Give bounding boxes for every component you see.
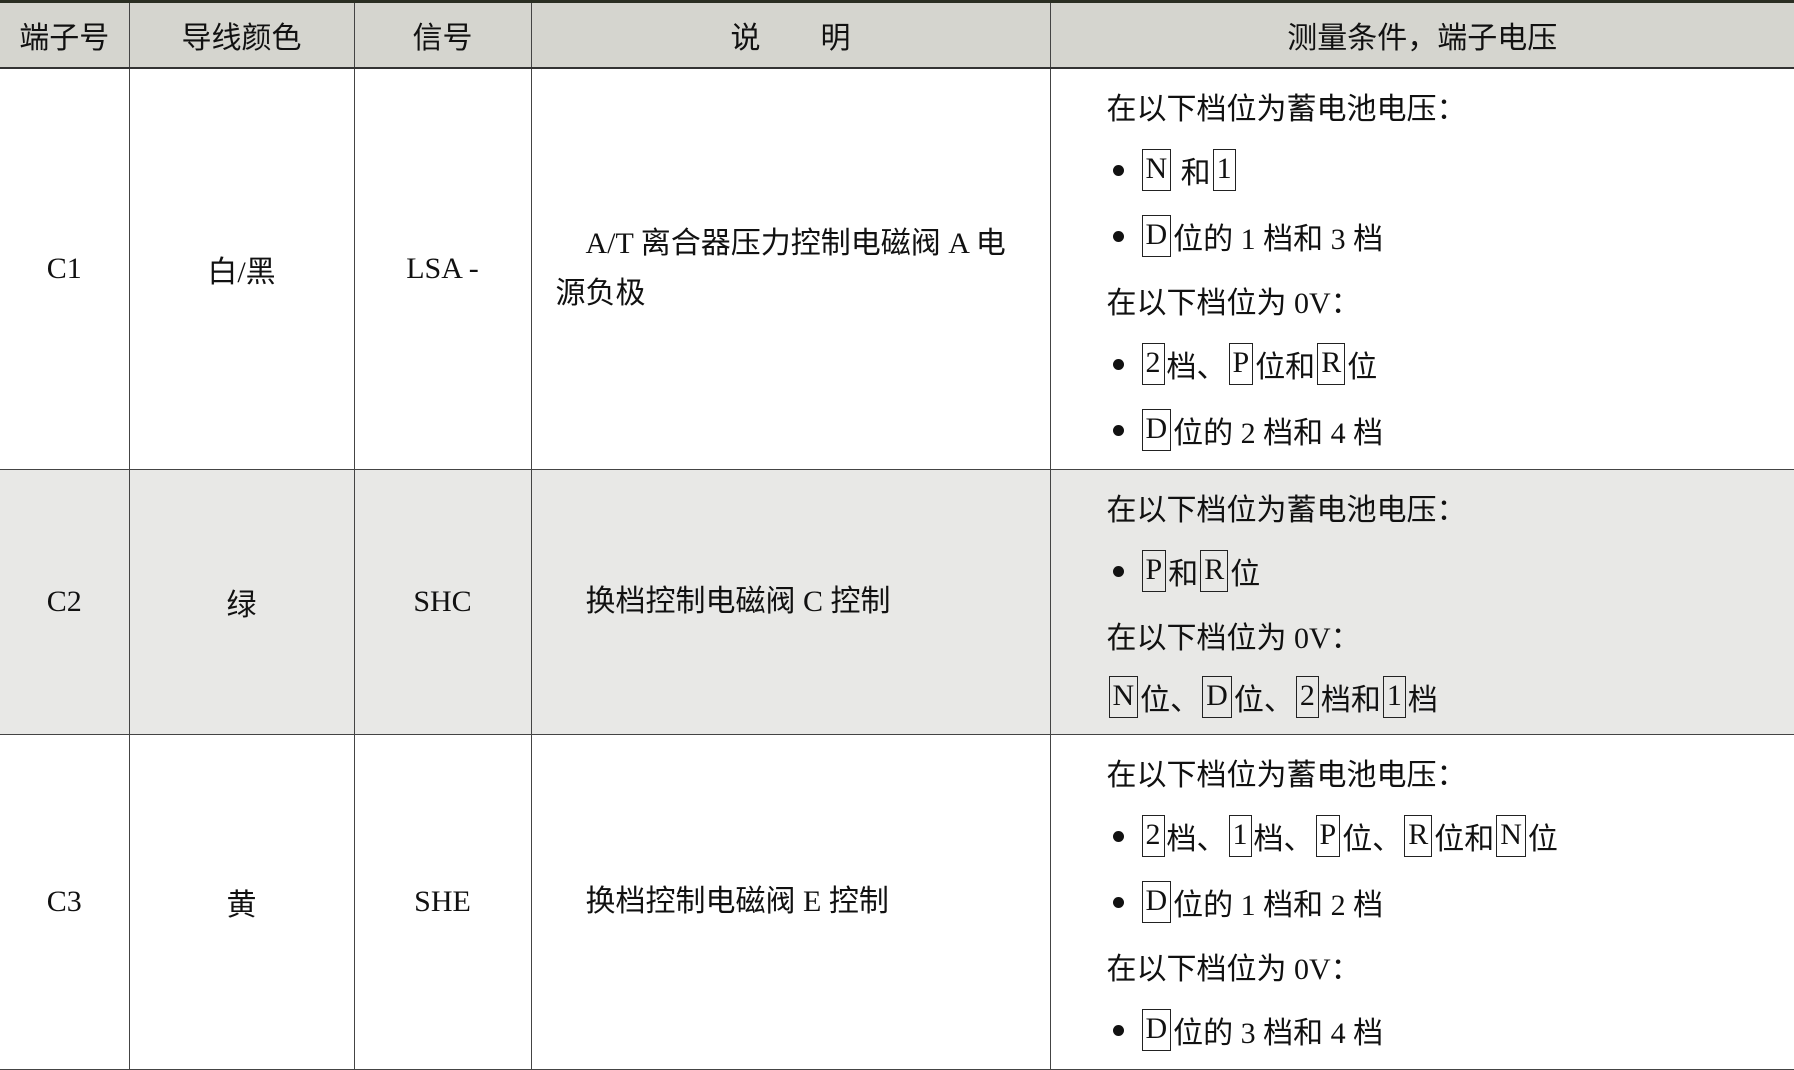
header-signal: 信号	[354, 2, 531, 69]
wire-color-cell: 白/黑	[129, 68, 354, 470]
condition-text: 档	[1408, 675, 1438, 719]
condition-text: 位	[1230, 549, 1260, 593]
description-cell: A/T 离合器压力控制电磁阀 A 电源负极	[531, 68, 1050, 470]
wire-color-cell: 绿	[129, 470, 354, 735]
bullet-icon	[1113, 165, 1124, 176]
bullet-icon	[1113, 231, 1124, 242]
condition-text: 位、	[1342, 814, 1402, 858]
bullet-icon	[1113, 425, 1124, 436]
condition-text: 在以下档位为 0V：	[1107, 278, 1361, 322]
condition-line: 在以下档位为蓄电池电压：	[1107, 75, 1794, 137]
condition-text: 位、	[1140, 675, 1200, 719]
gear-position-box: D	[1142, 881, 1172, 923]
bullet-icon	[1113, 359, 1124, 370]
gear-position-box: D	[1142, 1009, 1172, 1051]
header-wire-color: 导线颜色	[129, 2, 354, 69]
signal-cell: SHE	[354, 735, 531, 1070]
condition-line: 在以下档位为蓄电池电压：	[1107, 476, 1794, 538]
bullet-icon	[1113, 566, 1124, 577]
condition-text: 在以下档位为蓄电池电压：	[1107, 750, 1467, 794]
condition-text: 和	[1168, 549, 1198, 593]
signal-cell: SHC	[354, 470, 531, 735]
condition-line: 在以下档位为蓄电池电压：	[1107, 741, 1794, 803]
header-row: 端子号 导线颜色 信号 说 明 测量条件，端子电压	[0, 2, 1794, 69]
condition-text: 位的 2 档和 4 档	[1173, 408, 1383, 452]
condition-line: 在以下档位为 0V：	[1107, 935, 1794, 997]
wire-color-cell: 黄	[129, 735, 354, 1070]
signal-cell: LSA -	[354, 68, 531, 470]
gear-position-box: 1	[1383, 676, 1406, 718]
gear-position-box: D	[1202, 676, 1232, 718]
gear-position-box: 1	[1213, 149, 1236, 191]
gear-position-box: 2	[1296, 676, 1319, 718]
terminal-cell: C3	[0, 735, 129, 1070]
condition-text: 位的 1 档和 3 档	[1173, 214, 1383, 258]
description-cell: 换档控制电磁阀 E 控制	[531, 735, 1050, 1070]
condition-text: 档、	[1254, 814, 1314, 858]
gear-position-box: P	[1229, 343, 1254, 385]
header-description: 说 明	[531, 2, 1050, 69]
condition-text: 位和	[1255, 342, 1315, 386]
condition-line: 在以下档位为 0V：	[1107, 604, 1794, 666]
condition-text: 在以下档位为 0V：	[1107, 944, 1361, 988]
gear-position-box: R	[1404, 815, 1432, 857]
header-conditions: 测量条件，端子电压	[1050, 2, 1794, 69]
condition-text: 位的 1 档和 2 档	[1173, 880, 1383, 924]
condition-text: 位和	[1434, 814, 1494, 858]
bullet-icon	[1113, 831, 1124, 842]
gear-position-box: 2	[1142, 815, 1165, 857]
gear-position-box: R	[1317, 343, 1345, 385]
condition-text: 在以下档位为蓄电池电压：	[1107, 485, 1467, 529]
condition-text: 位的 3 档和 4 档	[1173, 1008, 1383, 1052]
condition-text: 档、	[1167, 814, 1227, 858]
terminal-cell: C2	[0, 470, 129, 735]
condition-text: 在以下档位为 0V：	[1107, 613, 1361, 657]
gear-position-box: R	[1200, 550, 1228, 592]
condition-text: 和	[1173, 148, 1211, 192]
gear-position-box: 2	[1142, 343, 1165, 385]
gear-position-box: N	[1496, 815, 1526, 857]
condition-text: 档和	[1321, 675, 1381, 719]
condition-text: 在以下档位为蓄电池电压：	[1107, 84, 1467, 128]
bullet-icon	[1113, 897, 1124, 908]
gear-position-box: N	[1109, 676, 1139, 718]
description-cell: 换档控制电磁阀 C 控制	[531, 470, 1050, 735]
header-terminal: 端子号	[0, 2, 129, 69]
condition-text: 位、	[1234, 675, 1294, 719]
condition-text: 位	[1528, 814, 1558, 858]
terminal-cell: C1	[0, 68, 129, 470]
gear-position-box: D	[1142, 409, 1172, 451]
condition-text: 档、	[1167, 342, 1227, 386]
bullet-icon	[1113, 1025, 1124, 1036]
gear-position-box: 1	[1229, 815, 1252, 857]
condition-text: 位	[1347, 342, 1377, 386]
gear-position-box: P	[1142, 550, 1167, 592]
gear-position-box: P	[1316, 815, 1341, 857]
condition-line: 在以下档位为 0V：	[1107, 269, 1794, 331]
gear-position-box: D	[1142, 215, 1172, 257]
gear-position-box: N	[1142, 149, 1172, 191]
